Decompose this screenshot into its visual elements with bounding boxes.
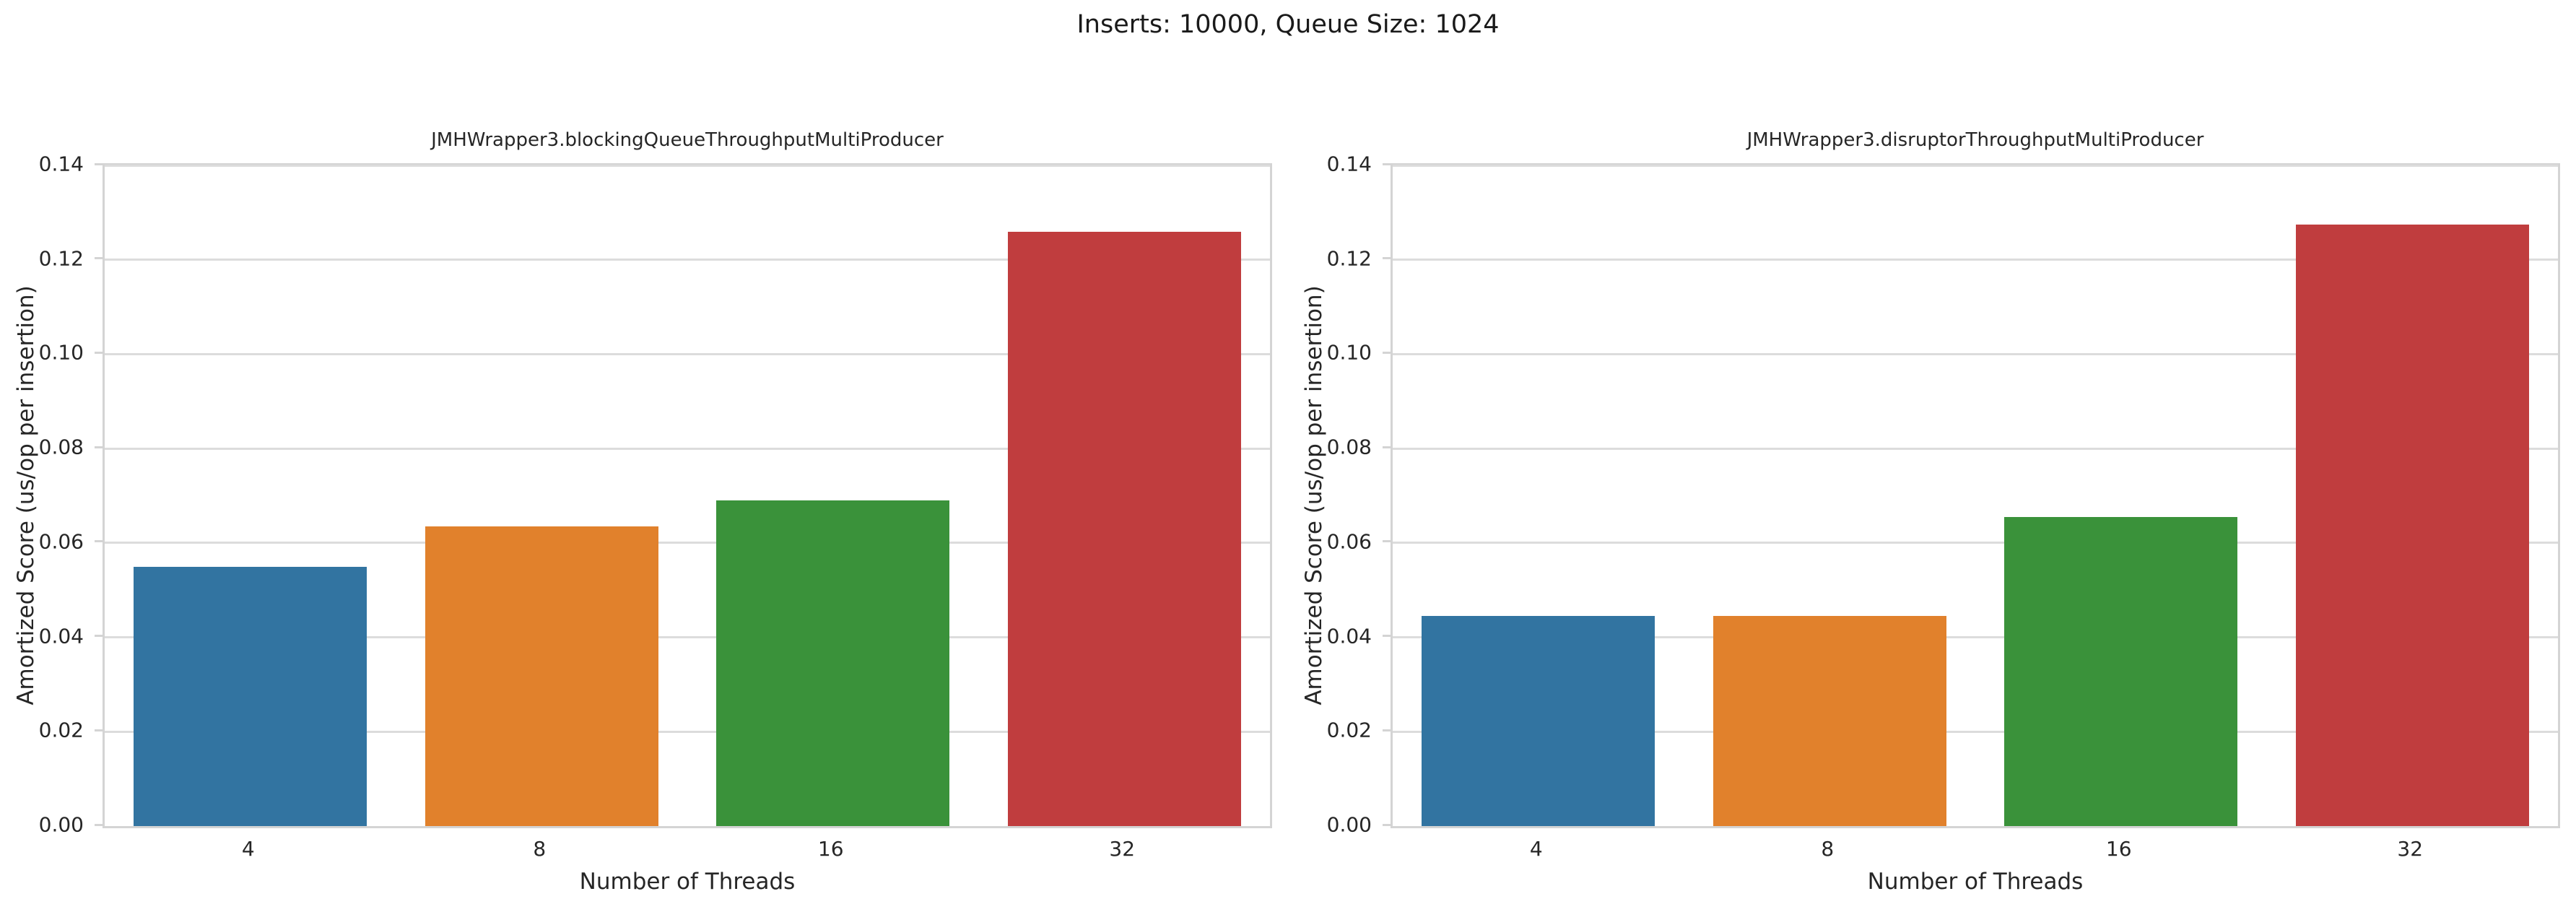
y-tick-label: 0.12 bbox=[1326, 246, 1372, 271]
gridline bbox=[1393, 164, 2558, 167]
y-tick-label: 0.02 bbox=[38, 718, 84, 742]
gridline bbox=[105, 164, 1270, 167]
y-tick-label: 0.08 bbox=[38, 435, 84, 459]
y-tick-mark bbox=[1383, 635, 1391, 638]
bar-threads-16 bbox=[716, 500, 950, 826]
bar-threads-4 bbox=[134, 566, 367, 826]
y-tick-mark bbox=[1383, 446, 1391, 448]
bar-threads-32 bbox=[1007, 231, 1241, 826]
y-tick-label: 0.00 bbox=[38, 812, 84, 837]
y-tick-mark bbox=[95, 162, 103, 165]
y-tick-mark bbox=[95, 351, 103, 354]
y-tick-label: 0.10 bbox=[38, 340, 84, 365]
y-tick-label: 0.12 bbox=[38, 246, 84, 271]
y-tick-mark bbox=[1383, 823, 1391, 826]
y-tick-mark bbox=[95, 823, 103, 826]
bar-threads-4 bbox=[1422, 616, 1655, 826]
y-tick-label: 0.00 bbox=[1326, 812, 1372, 837]
x-tick-label: 32 bbox=[1109, 837, 1136, 861]
y-tick-mark bbox=[1383, 729, 1391, 731]
x-tick-label: 8 bbox=[1821, 837, 1835, 861]
y-tick-label: 0.10 bbox=[1326, 340, 1372, 365]
x-tick-label: 4 bbox=[241, 837, 255, 861]
plot-area bbox=[1391, 163, 2560, 828]
y-tick-mark bbox=[95, 446, 103, 448]
bar-threads-32 bbox=[2295, 224, 2529, 826]
y-tick-mark bbox=[1383, 540, 1391, 543]
y-tick-label: 0.04 bbox=[1326, 624, 1372, 648]
y-tick-label: 0.14 bbox=[38, 152, 84, 176]
y-tick-mark bbox=[95, 635, 103, 638]
figure-title: Inserts: 10000, Queue Size: 1024 bbox=[1076, 10, 1500, 39]
y-tick-label: 0.06 bbox=[1326, 529, 1372, 554]
y-axis-label: Amortized Score (us/op per insertion) bbox=[1301, 285, 1327, 705]
subplot-disruptor: JMHWrapper3.disruptorThroughputMultiProd… bbox=[1288, 0, 2576, 912]
bar-threads-8 bbox=[425, 526, 658, 826]
x-tick-label: 16 bbox=[2105, 837, 2132, 861]
y-tick-mark bbox=[95, 257, 103, 260]
y-tick-mark bbox=[1383, 162, 1391, 165]
subplot-title: JMHWrapper3.blockingQueueThroughputMulti… bbox=[431, 129, 944, 151]
y-axis-label: Amortized Score (us/op per insertion) bbox=[13, 285, 39, 705]
bar-threads-8 bbox=[1713, 616, 1946, 826]
x-axis-label: Number of Threads bbox=[1867, 869, 2084, 895]
subplot-blocking-queue: JMHWrapper3.blockingQueueThroughputMulti… bbox=[13, 129, 1272, 895]
x-tick-label: 4 bbox=[1529, 837, 1543, 861]
y-tick-mark bbox=[1383, 351, 1391, 354]
y-tick-label: 0.02 bbox=[1326, 718, 1372, 742]
subplot-title: JMHWrapper3.disruptorThroughputMultiProd… bbox=[1746, 129, 2204, 151]
y-tick-mark bbox=[95, 729, 103, 731]
x-tick-label: 8 bbox=[533, 837, 547, 861]
y-tick-mark bbox=[95, 540, 103, 543]
y-tick-mark bbox=[1383, 257, 1391, 260]
y-tick-label: 0.06 bbox=[38, 529, 84, 554]
bar-threads-16 bbox=[2004, 516, 2238, 826]
y-tick-label: 0.14 bbox=[1326, 152, 1372, 176]
y-tick-label: 0.04 bbox=[38, 624, 84, 648]
y-tick-label: 0.08 bbox=[1326, 435, 1372, 459]
plot-area bbox=[103, 163, 1272, 828]
x-tick-label: 32 bbox=[2397, 837, 2424, 861]
x-axis-label: Number of Threads bbox=[579, 869, 796, 895]
x-tick-label: 16 bbox=[817, 837, 844, 861]
